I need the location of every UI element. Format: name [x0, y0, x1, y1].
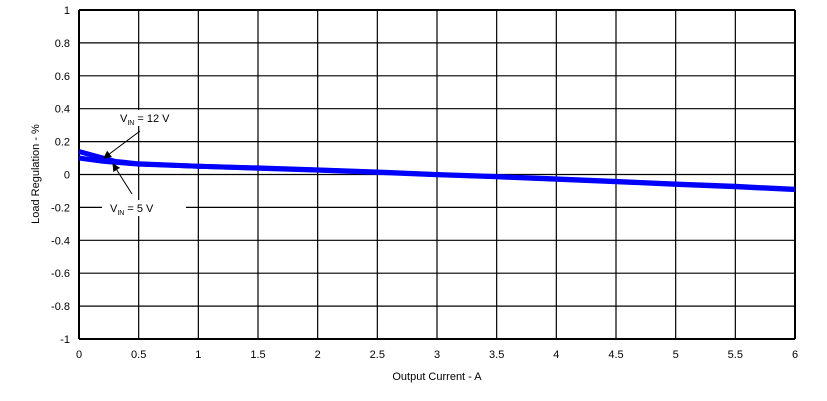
- x-tick-label: 5.5: [728, 349, 743, 361]
- series-line-vin-5v: [78, 155, 796, 193]
- y-axis-label: Load Regulation - %: [30, 124, 42, 224]
- annotations: VIN = 12 V VIN = 5 V: [102, 110, 196, 217]
- x-axis-label: Output Current - A: [392, 371, 482, 383]
- y-tick-label: 1: [64, 5, 70, 17]
- x-tick-label: 2.5: [370, 349, 385, 361]
- x-tick-label: 3.5: [489, 349, 504, 361]
- x-tick-label: 4: [553, 349, 559, 361]
- series-group: [78, 149, 796, 193]
- y-tick-label: -0.4: [51, 235, 70, 247]
- x-tick-label: 1.5: [250, 349, 265, 361]
- x-tick-label: 1: [195, 349, 201, 361]
- annotation-label: VIN = 5 V: [110, 203, 154, 217]
- x-tick-label: 0.5: [131, 349, 146, 361]
- y-tick-label: -0.6: [51, 268, 70, 280]
- y-tick-label: 0.2: [55, 137, 70, 149]
- annotation-label: VIN = 12 V: [120, 113, 170, 127]
- tick-labels: 0 0.5 1 1.5 2 2.5 3 3.5 4 4.5 5 5.5 610.80.60.40.20-…: [51, 5, 798, 361]
- x-tick-label: 5: [673, 349, 679, 361]
- y-tick-label: 0: [64, 170, 70, 182]
- x-tick-label: 6: [792, 349, 798, 361]
- annotation-arrow: [112, 163, 133, 195]
- grid: [78, 9, 796, 340]
- x-tick-label: 0: [76, 349, 82, 361]
- y-tick-label: 0.6: [55, 71, 70, 83]
- y-tick-label: -0.2: [51, 202, 70, 214]
- annotation-background: [102, 200, 186, 216]
- y-tick-label: -1: [60, 334, 70, 346]
- y-tick-label: -0.8: [51, 301, 70, 313]
- x-tick-label: 2: [315, 349, 321, 361]
- x-tick-label: 3: [434, 349, 440, 361]
- annotation-arrow: [103, 130, 141, 159]
- y-tick-label: 0.8: [55, 38, 70, 50]
- annotation-background: [112, 110, 196, 126]
- x-tick-label: 4.5: [608, 349, 623, 361]
- y-tick-label: 0.4: [55, 104, 70, 116]
